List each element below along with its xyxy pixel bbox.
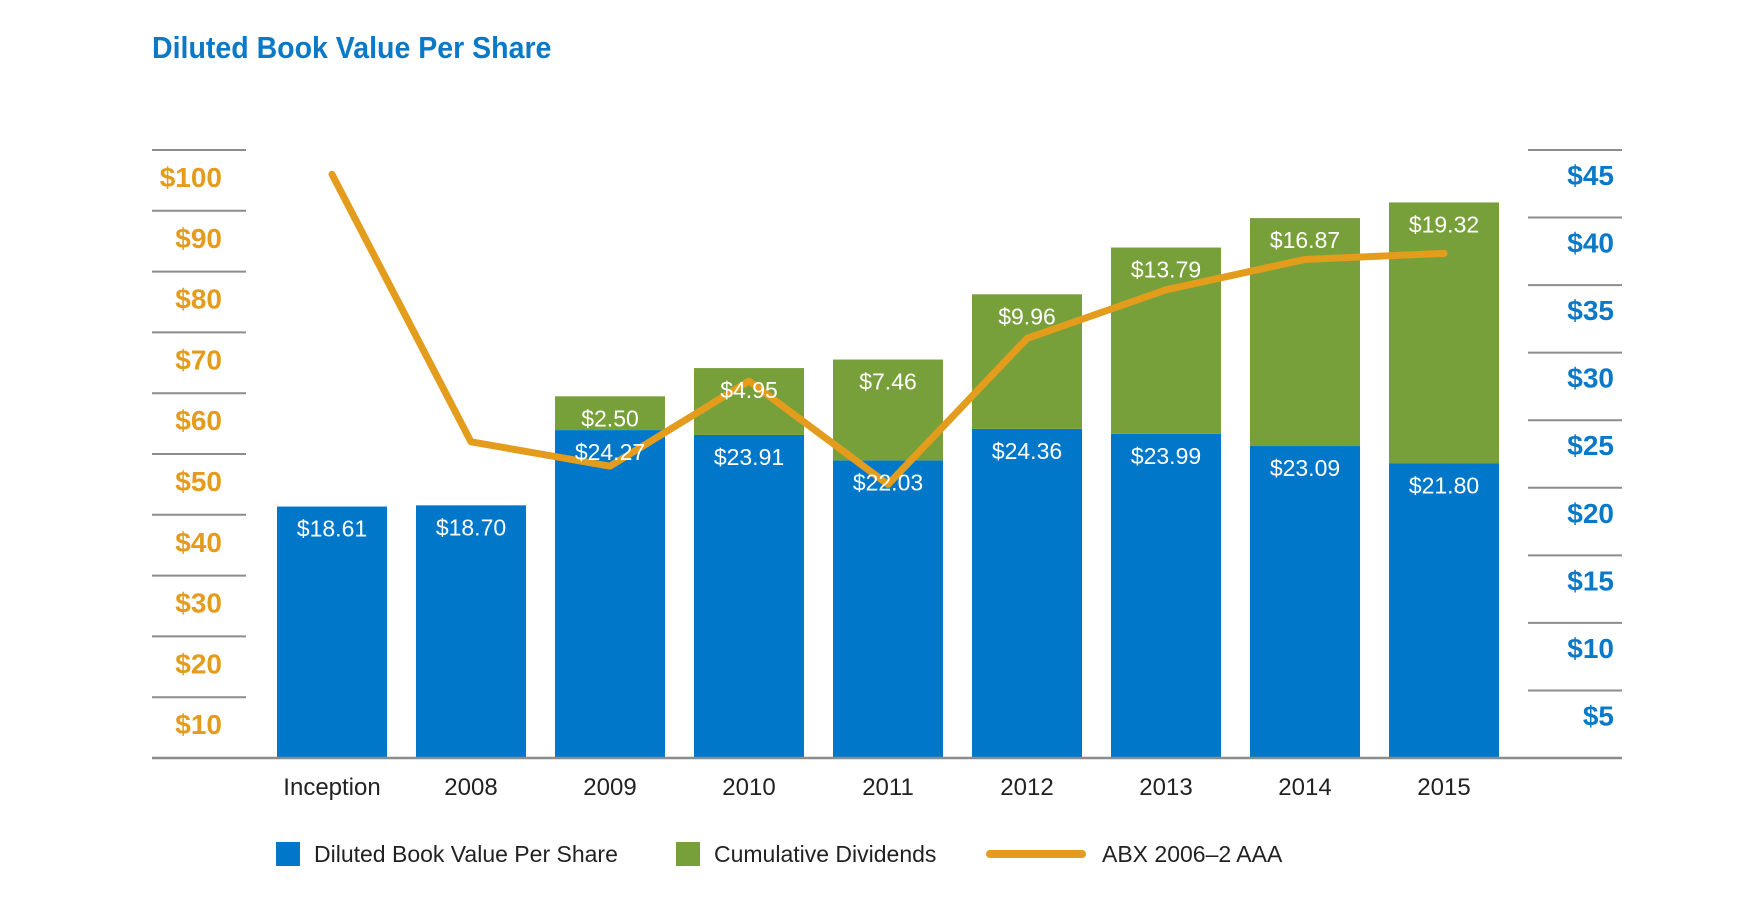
abx-line <box>328 170 1448 488</box>
abx-point <box>1165 288 1167 291</box>
left-axis-tick-label: $10 <box>175 709 222 740</box>
bar-label-dividends: $2.50 <box>581 405 639 431</box>
x-axis-tick-label: 2013 <box>1139 774 1192 801</box>
bar-label-dividends: $9.96 <box>998 303 1056 329</box>
right-axis-tick-label: $40 <box>1567 228 1614 259</box>
bar-label-dividends: $4.95 <box>720 377 778 403</box>
x-axis-tick-label: 2014 <box>1278 774 1331 801</box>
x-axis-tick-label: 2012 <box>1000 774 1053 801</box>
legend-label-bvps: Diluted Book Value Per Share <box>314 840 618 867</box>
chart-title: Diluted Book Value Per Share <box>152 30 552 65</box>
left-axis-tick-label: $40 <box>175 527 222 558</box>
legend-item-dividends: Cumulative Dividends <box>676 836 936 872</box>
bar-bvps <box>1389 463 1499 758</box>
bar-dividends <box>1389 202 1499 464</box>
legend-line-abx <box>986 850 1086 858</box>
legend-item-abx: ABX 2006–2 AAA <box>986 836 1282 872</box>
abx-point <box>609 465 611 468</box>
abx-point <box>748 380 750 383</box>
bar-label-bvps: $24.27 <box>575 439 645 465</box>
x-axis-tick-label: 2009 <box>583 774 636 801</box>
bar-label-bvps: $23.99 <box>1131 443 1201 469</box>
bar-label-dividends: $13.79 <box>1131 257 1201 283</box>
x-axis-tick-label: Inception <box>283 774 380 801</box>
bar-label-dividends: $19.32 <box>1409 211 1479 237</box>
left-axis-tick-label: $60 <box>175 405 222 436</box>
left-axis-tick-label: $100 <box>160 162 222 193</box>
abx-point <box>887 483 889 486</box>
bar-bvps <box>972 428 1082 758</box>
right-axis-tick-label: $20 <box>1567 498 1614 529</box>
x-axis-tick-label: 2015 <box>1417 774 1470 801</box>
bar-bvps <box>277 506 387 758</box>
right-axis-tick-label: $35 <box>1567 295 1614 326</box>
legend-item-bvps: Diluted Book Value Per Share <box>276 836 618 872</box>
bar-bvps <box>1250 446 1360 758</box>
bar-bvps <box>416 505 526 758</box>
right-axis-tick-label: $30 <box>1567 363 1614 394</box>
bar-bvps <box>1111 433 1221 758</box>
bar-label-bvps: $18.70 <box>436 514 506 540</box>
left-axis: $10 $20 $30 $40 $50 $60 $70 $80 $90 $100 <box>152 149 246 740</box>
bar-label-bvps: $23.91 <box>714 444 784 470</box>
left-axis-tick-label: $70 <box>175 344 222 375</box>
left-axis-tick-label: $30 <box>175 588 222 619</box>
bar-label-dividends: $16.87 <box>1270 227 1340 253</box>
bar-label-dividends: $7.46 <box>859 369 917 395</box>
bar-label-bvps: $22.03 <box>853 469 923 495</box>
abx-point <box>1304 258 1306 261</box>
legend-swatch-bvps <box>276 842 300 866</box>
x-axis-tick-label: 2011 <box>862 774 914 801</box>
left-axis-tick-label: $50 <box>175 466 222 497</box>
x-axis-tick-label: 2010 <box>722 774 775 801</box>
bar-bvps <box>694 434 804 758</box>
bar-label-bvps: $21.80 <box>1409 472 1479 498</box>
bar-value-labels: $18.61 $18.70 $24.27 $2.50 $23.91 $4.95 $22.03… <box>297 211 1479 541</box>
bars <box>277 202 1499 758</box>
legend-swatch-dividends <box>676 842 700 866</box>
legend-label-abx: ABX 2006–2 AAA <box>1102 840 1283 867</box>
x-axis-tick-label: 2008 <box>444 774 497 801</box>
bar-label-bvps: $18.61 <box>297 516 367 542</box>
bar-bvps <box>555 430 665 758</box>
bar-dividends <box>972 294 1082 429</box>
abx-point <box>1443 252 1445 255</box>
left-axis-tick-label: $80 <box>175 284 222 315</box>
abx-point <box>331 173 333 176</box>
x-axis: Inception 2008 2009 2010 2011 2012 2013 2014 201… <box>152 756 1622 801</box>
bar-label-bvps: $23.09 <box>1270 455 1340 481</box>
right-axis-tick-label: $15 <box>1567 565 1614 596</box>
right-axis-tick-label: $5 <box>1583 700 1614 731</box>
right-axis-tick-label: $45 <box>1567 160 1614 191</box>
left-axis-tick-label: $20 <box>175 648 222 679</box>
abx-point <box>470 440 472 443</box>
right-axis: $5 $10 $15 $20 $25 $30 $35 $40 $45 <box>1528 149 1622 731</box>
bar-label-bvps: $24.36 <box>992 438 1062 464</box>
left-axis-tick-label: $90 <box>175 223 222 254</box>
bar-dividends <box>555 396 665 431</box>
bar-bvps <box>833 460 943 758</box>
legend-label-dividends: Cumulative Dividends <box>714 840 937 867</box>
abx-point <box>1026 337 1028 340</box>
right-axis-tick-label: $25 <box>1567 430 1614 461</box>
right-axis-tick-label: $10 <box>1567 633 1614 664</box>
